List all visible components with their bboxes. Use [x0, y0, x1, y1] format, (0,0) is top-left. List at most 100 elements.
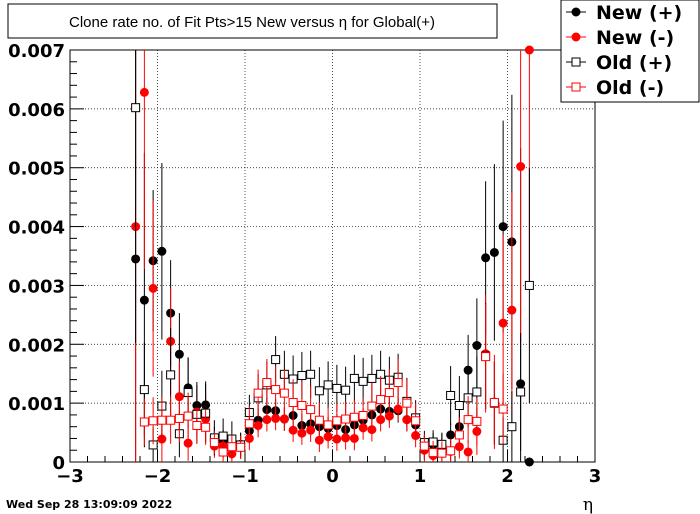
data-point: [498, 222, 508, 232]
data-point: [341, 414, 351, 424]
plot-frame: [69, 49, 596, 463]
data-point: [236, 442, 246, 452]
y-tick-label: 0.002: [8, 335, 65, 356]
date-stamp: Wed Sep 28 13:09:09 2022: [6, 498, 172, 511]
y-tick-label: 0.004: [8, 218, 65, 239]
data-point: [516, 162, 526, 172]
data-point: [498, 404, 508, 414]
data-point: [297, 400, 307, 410]
legend-item: Old (-): [566, 77, 664, 99]
data-point: [367, 373, 377, 383]
data-point: [174, 413, 184, 423]
data-point: [157, 415, 167, 425]
data-point: [472, 416, 482, 426]
data-point: [472, 340, 482, 350]
data-point: [157, 246, 167, 256]
data-point: [428, 448, 438, 458]
x-tick-label: 2: [501, 466, 514, 487]
data-point: [516, 387, 526, 397]
data-point: [253, 421, 263, 431]
data-point: [297, 370, 307, 380]
legend-marker: [571, 32, 581, 42]
data-point: [402, 398, 412, 408]
y-tick-label: 0.003: [8, 276, 65, 297]
data-point: [332, 416, 342, 426]
data-point: [332, 383, 342, 393]
data-point: [183, 411, 193, 421]
data-point: [393, 378, 403, 388]
data-point: [227, 442, 237, 452]
legend-item: New (+): [566, 2, 682, 24]
data-point: [376, 395, 386, 405]
data-point: [507, 422, 517, 432]
data-point: [306, 405, 316, 415]
legend-marker: [571, 82, 581, 92]
data-point: [446, 446, 456, 456]
data-point: [253, 388, 263, 398]
data-point: [201, 422, 211, 432]
data-point: [183, 438, 193, 448]
x-axis-label: η: [583, 495, 593, 514]
data-point: [218, 447, 228, 457]
data-point: [349, 373, 359, 383]
legend-box: [560, 0, 700, 103]
data-point: [472, 387, 482, 397]
legend-label: Old (+): [596, 52, 672, 74]
data-point: [454, 430, 464, 440]
data-point: [358, 411, 368, 421]
data-point: [262, 378, 272, 388]
legend-marker: [571, 7, 581, 17]
data-point: [139, 417, 149, 427]
data-point: [271, 385, 281, 395]
data-point: [481, 253, 491, 263]
y-tick-label: 0.001: [8, 394, 65, 415]
legend-label: Old (-): [596, 77, 664, 99]
data-point: [288, 398, 298, 408]
data-point: [489, 398, 499, 408]
data-point: [524, 45, 534, 55]
x-tick-label: −1: [231, 466, 259, 487]
legend-label: New (-): [596, 27, 674, 49]
series-4: [139, 303, 508, 462]
x-tick-label: −2: [144, 466, 172, 487]
data-point: [384, 388, 394, 398]
data-point: [524, 457, 534, 467]
data-point: [446, 390, 456, 400]
data-point: [489, 247, 499, 257]
data-point: [349, 433, 359, 443]
x-tick-label: 0: [326, 466, 339, 487]
data-point: [139, 87, 149, 97]
data-point: [314, 415, 324, 425]
data-point: [139, 385, 149, 395]
y-tick-label: 0.006: [8, 100, 65, 121]
data-point: [349, 412, 359, 422]
legend: New (+) New (-) Old (+) Old (-): [560, 0, 700, 103]
data-point: [209, 438, 219, 448]
data-point: [218, 431, 228, 441]
data-point: [271, 355, 281, 365]
y-tick-label: 0: [52, 453, 65, 474]
data-point: [244, 419, 254, 429]
data-point: [139, 295, 149, 305]
data-point: [279, 388, 289, 398]
data-point: [454, 400, 464, 410]
data-point: [314, 386, 324, 396]
series-layer: [131, 45, 534, 467]
data-point: [524, 280, 534, 290]
data-point: [192, 421, 202, 431]
data-point: [174, 349, 184, 359]
data-point: [463, 415, 473, 425]
x-tick-label: 1: [414, 466, 427, 487]
chart-title: Clone rate no. of Fit Pts>15 New versus …: [69, 14, 435, 31]
data-point: [358, 376, 368, 386]
data-point: [446, 430, 456, 440]
data-point: [323, 420, 333, 430]
axes: −3 −2 −1 0 1 2 3 0 0.001 0.002 0.003 0.004 0.005 0.00…: [8, 41, 601, 487]
data-point: [507, 305, 517, 315]
data-point: [498, 318, 508, 328]
data-point: [166, 370, 176, 380]
legend-marker: [571, 57, 581, 67]
chart-title-box: [7, 3, 498, 39]
data-point: [288, 425, 298, 435]
